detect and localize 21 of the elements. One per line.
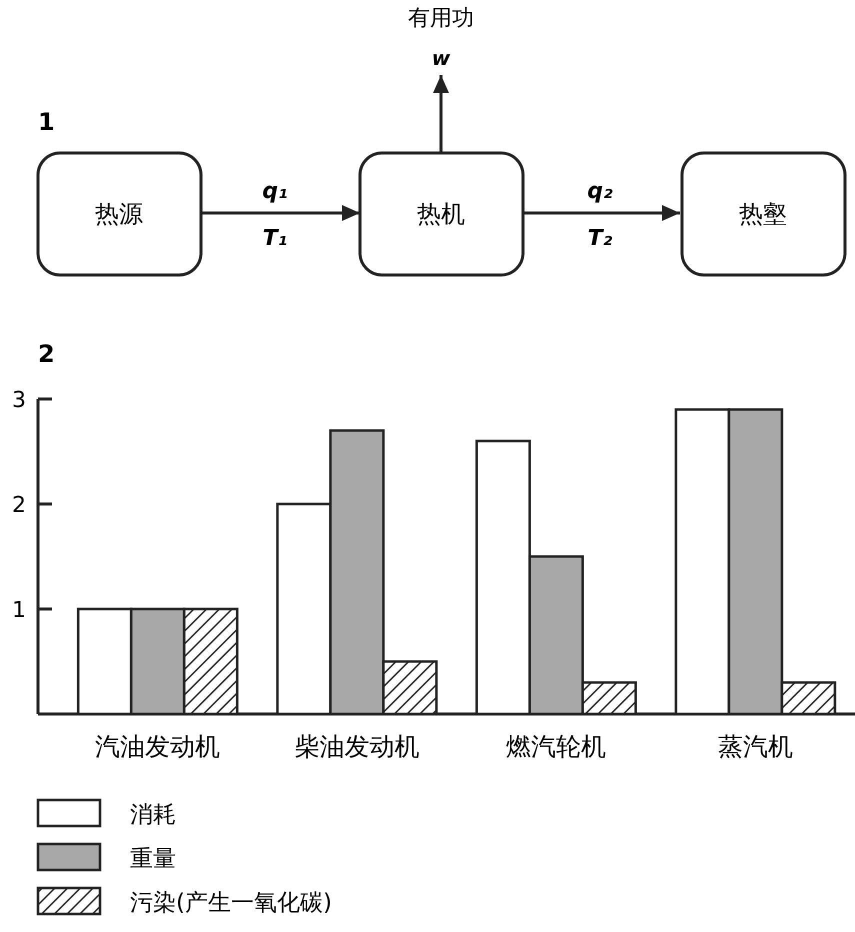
x-tick-label: 柴油发动机: [294, 732, 420, 761]
text: T₁: [262, 226, 288, 251]
text: 1: [38, 108, 55, 136]
y-tick-label: 2: [12, 493, 26, 518]
x-tick-label: 蒸汽机: [718, 732, 793, 761]
y-tick-label: 3: [12, 388, 26, 413]
text: 热源: [95, 200, 143, 228]
text: q₁: [262, 179, 288, 204]
legend-label: 消耗: [130, 802, 176, 828]
x-tick-label: 燃汽轮机: [506, 732, 606, 761]
text: 热机: [417, 200, 465, 228]
legend-label: 重量: [130, 846, 176, 872]
text: T₂: [588, 226, 613, 251]
legend-label: 污染(产生一氧化碳): [130, 890, 332, 916]
chart-title: 2: [38, 340, 55, 368]
text: 有用功: [408, 6, 474, 31]
text: 热壑: [739, 200, 787, 228]
x-tick-label: 汽油发动机: [95, 732, 220, 761]
text: q₂: [587, 179, 614, 204]
text: w: [432, 46, 451, 70]
y-tick-label: 1: [12, 598, 26, 623]
